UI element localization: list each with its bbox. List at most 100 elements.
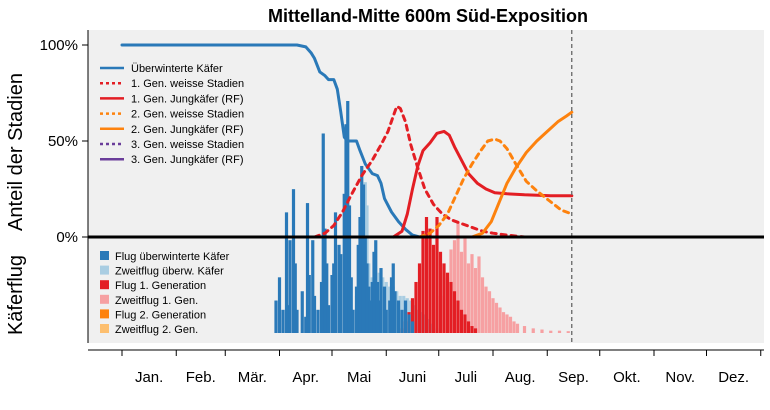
bar-flight-gen1-17 xyxy=(459,309,464,333)
bar-flight-overwintered-42 xyxy=(372,251,376,333)
bar-secondflight-gen1-29 xyxy=(557,330,562,333)
bar-secondflight-gen1-13 xyxy=(477,256,481,333)
bar-flight-gen1-16 xyxy=(456,300,460,333)
bar-secondflight-overwintered-16 xyxy=(398,295,402,333)
bar-flight-overwintered-21 xyxy=(330,275,334,333)
bar-flight-overwintered-50 xyxy=(389,277,394,333)
bar-flight-overwintered-16 xyxy=(319,281,324,333)
legend-flight-label-3: Zweitflug 1. Gen. xyxy=(115,295,198,307)
bar-secondflight-gen1-16 xyxy=(487,291,492,333)
bar-secondflight-overwintered-24 xyxy=(426,319,430,333)
bar-flight-overwintered-46 xyxy=(379,268,383,333)
bar-flight-overwintered-49 xyxy=(388,300,392,333)
bar-flight-gen1-11 xyxy=(438,251,443,333)
bar-secondflight-overwintered-19 xyxy=(409,300,413,333)
bar-flight-overwintered-1 xyxy=(277,277,282,333)
bar-flight-overwintered-28 xyxy=(346,101,350,333)
series-line-3 xyxy=(418,137,574,239)
bar-secondflight-overwintered-17 xyxy=(402,295,406,333)
bar-secondflight-gen1-8 xyxy=(459,251,464,333)
axes: 100% 50% 0% Jan. Feb. Mär. Apr. Mai Juni Juli Aug.… xyxy=(40,30,764,386)
legend-label-2: 1. Gen. Jungkäfer (RF) xyxy=(131,93,244,105)
bar-flight-overwintered-27 xyxy=(344,124,348,333)
bar-secondflight-overwintered-21 xyxy=(416,309,420,333)
bar-secondflight-gen1-26 xyxy=(531,328,535,333)
bar-flight-overwintered-12 xyxy=(307,275,311,333)
legend-label-3: 2. Gen. weisse Stadien xyxy=(131,109,244,121)
y-tick-label-1: 50% xyxy=(48,133,78,150)
bar-flight-overwintered-20 xyxy=(326,305,331,333)
bar-flight-overwintered-13 xyxy=(311,240,315,333)
bar-flight-gen1-7 xyxy=(424,217,429,333)
bar-secondflight-gen1-19 xyxy=(498,307,502,333)
lower-panel xyxy=(274,101,570,333)
bar-flight-gen1-5 xyxy=(417,263,422,333)
series-line-0 xyxy=(120,43,421,239)
x-tick-label-10: Nov. xyxy=(665,369,695,386)
x-tick-label-4: Mai xyxy=(347,369,371,386)
bar-flight-gen1-8 xyxy=(428,228,432,333)
x-tick-label-3: Apr. xyxy=(292,369,319,386)
bar-flight-overwintered-10 xyxy=(304,316,308,333)
bar-flight-overwintered-36 xyxy=(361,184,366,333)
bar-secondflight-gen1-12 xyxy=(473,268,478,333)
upper-y-axis-label: Anteil der Stadien xyxy=(5,73,27,231)
legend-label-1: 1. Gen. weisse Stadien xyxy=(131,78,244,90)
bar-flight-overwintered-25 xyxy=(339,254,343,333)
bar-flight-overwintered-44 xyxy=(375,281,380,333)
legend-flight-label-1: Zweitflug überw. Käfer xyxy=(115,266,224,278)
x-tick-label-0: Jan. xyxy=(135,369,163,386)
legend-swatch-1 xyxy=(100,265,109,275)
x-tick-label-6: Juli xyxy=(455,369,478,386)
bar-flight-gen1-10 xyxy=(435,217,439,333)
bar-flight-gen1-6 xyxy=(421,230,425,333)
bar-secondflight-gen1-22 xyxy=(508,316,513,333)
bar-secondflight-gen1-7 xyxy=(456,221,460,333)
bar-secondflight-overwintered-23 xyxy=(423,314,427,333)
upper-panel xyxy=(120,43,574,239)
bar-secondflight-gen1-14 xyxy=(480,277,485,333)
bar-secondflight-gen1-20 xyxy=(501,312,506,333)
bar-secondflight-gen1-11 xyxy=(470,254,474,333)
bar-flight-overwintered-39 xyxy=(367,286,371,333)
bar-flight-overwintered-2 xyxy=(281,309,285,333)
legend-swatch-3 xyxy=(100,294,109,304)
bar-secondflight-gen1-27 xyxy=(540,329,544,333)
bar-secondflight-gen1-25 xyxy=(522,326,527,333)
bar-flight-gen1-21 xyxy=(473,328,478,333)
bar-flight-overwintered-37 xyxy=(363,235,367,333)
bar-flight-overwintered-34 xyxy=(358,217,362,333)
legend-label-4: 2. Gen. Jungkäfer (RF) xyxy=(131,124,244,136)
legend-flight-label-4: Flug 2. Generation xyxy=(115,309,206,321)
legend-swatch-4 xyxy=(100,309,109,319)
bar-flight-overwintered-30 xyxy=(349,277,353,333)
x-tick-label-5: Juni xyxy=(399,369,427,386)
bar-flight-gen1-20 xyxy=(470,326,474,333)
bar-flight-overwintered-15 xyxy=(316,309,320,333)
bar-flight-overwintered-4 xyxy=(286,305,290,333)
bar-flight-overwintered-40 xyxy=(368,300,373,333)
bar-flight-overwintered-29 xyxy=(347,205,352,333)
y-tick-label-2: 0% xyxy=(56,229,78,246)
bar-flight-overwintered-53 xyxy=(396,300,401,333)
bar-flight-overwintered-23 xyxy=(333,212,338,333)
lower-y-axis-label: Käferflug xyxy=(5,255,27,335)
legend-flight-label-2: Flug 1. Generation xyxy=(115,280,206,292)
legend-flight-label-5: Zweitflug 2. Gen. xyxy=(115,324,198,336)
bar-flight-overwintered-0 xyxy=(274,300,278,333)
bar-flight-overwintered-18 xyxy=(323,228,327,333)
bar-secondflight-gen1-10 xyxy=(466,263,471,333)
x-tick-label-7: Aug. xyxy=(505,369,536,386)
bar-flight-gen1-4 xyxy=(414,281,418,333)
bar-secondflight-gen1-6 xyxy=(452,240,457,333)
bar-flight-overwintered-22 xyxy=(332,263,336,333)
bar-secondflight-gen1-9 xyxy=(463,235,467,333)
bar-flight-overwintered-9 xyxy=(300,291,304,333)
bar-secondflight-overwintered-12 xyxy=(384,281,388,333)
legend-label-5: 3. Gen. weisse Stadien xyxy=(131,139,244,151)
bar-flight-overwintered-19 xyxy=(325,263,329,333)
bar-secondflight-gen1-24 xyxy=(515,323,520,333)
bar-secondflight-gen1-18 xyxy=(494,302,499,333)
bar-secondflight-overwintered-22 xyxy=(419,312,423,333)
